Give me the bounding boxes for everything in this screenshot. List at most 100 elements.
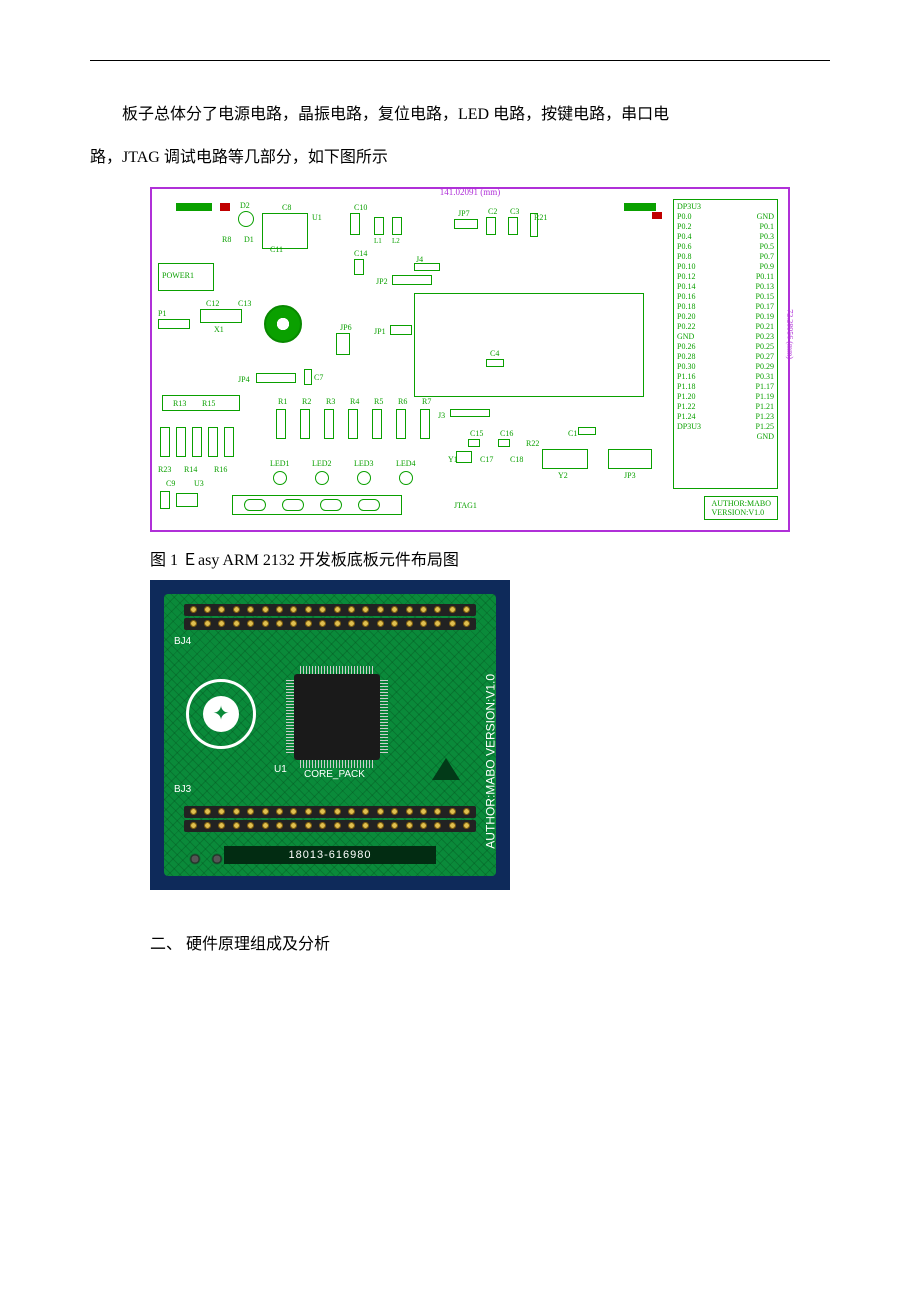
pin-dot (449, 822, 456, 829)
pin-dot (420, 620, 427, 627)
pin-left-16: P1.16 (677, 372, 695, 382)
pin-right-20: P1.23 (756, 412, 774, 422)
pin-dot (247, 606, 254, 613)
ref-U3: U3 (194, 479, 204, 488)
pin-left-0: P0.0 (677, 212, 691, 222)
ref-LED2: LED2 (312, 459, 332, 468)
ref-X1: X1 (214, 325, 224, 334)
pin-right-1: P0.1 (760, 222, 774, 232)
pin-dot (334, 808, 341, 815)
pin-dot (463, 606, 470, 613)
dimension-right: 72.28956 (mm) (786, 309, 795, 359)
ref-R4: R4 (350, 397, 359, 406)
comp-R4 (348, 409, 358, 439)
pin-dot (262, 606, 269, 613)
pin-right-3: P0.5 (760, 242, 774, 252)
pin-dot (247, 822, 254, 829)
comp-C3 (508, 217, 518, 235)
comp-R13R15 (162, 395, 240, 411)
pin-left-21: DP3U3 (677, 422, 701, 432)
pin-dot (305, 822, 312, 829)
ref-JP2: JP2 (376, 277, 388, 286)
ref-JP3: JP3 (624, 471, 636, 480)
ref-LED3: LED3 (354, 459, 374, 468)
ref-LED4: LED4 (396, 459, 416, 468)
pin-dot (406, 822, 413, 829)
pin-dot (218, 620, 225, 627)
comp-JP4 (256, 373, 296, 383)
ref-C10: C10 (354, 203, 367, 212)
pin-dot (362, 606, 369, 613)
chip-leads-left (286, 680, 294, 754)
comp-C2 (486, 217, 496, 235)
pin-left-15: P0.30 (677, 362, 695, 372)
pin-dot (463, 822, 470, 829)
pin-right-7: P0.13 (756, 282, 774, 292)
pcb-photo: BJ4 CORE_PACK U1 AUTHOR:MABO VERSION:V1.… (150, 580, 510, 890)
ref-JP7: JP7 (458, 209, 470, 218)
comp-LED2 (315, 471, 329, 485)
ref-C9: C9 (166, 479, 175, 488)
pin-left-8: P0.16 (677, 292, 695, 302)
pin-dot (247, 620, 254, 627)
pcb-logo-icon (186, 679, 256, 749)
pin-left-19: P1.22 (677, 402, 695, 412)
pin-dot (391, 808, 398, 815)
jtag-pad-2 (282, 499, 304, 511)
pin-dot (348, 606, 355, 613)
author-line1: AUTHOR:MABO (711, 499, 771, 508)
pin-left-13: P0.26 (677, 342, 695, 352)
ref-LED1: LED1 (270, 459, 290, 468)
logo-icon (264, 305, 302, 343)
pin-left-5: P0.10 (677, 262, 695, 272)
pin-dot (334, 606, 341, 613)
pcb-layout-diagram: 141.02091 (mm) 72.28956 (mm) D2 C8 U1 C1… (150, 187, 790, 532)
pin-dot (290, 620, 297, 627)
pin-left-4: P0.8 (677, 252, 691, 262)
pin-dot (290, 808, 297, 815)
pin-dot (434, 822, 441, 829)
comp-L1 (374, 217, 384, 235)
pin-dot (190, 606, 197, 613)
comp-JP6 (336, 333, 350, 355)
pin-dot (463, 808, 470, 815)
pin-right-12: P0.23 (756, 332, 774, 342)
comp-C9 (160, 491, 170, 509)
pin-dot (434, 620, 441, 627)
pin-dot (276, 606, 283, 613)
pin-dot (334, 822, 341, 829)
comp-C16 (498, 439, 510, 447)
pin-dot (204, 822, 211, 829)
ref-R16: R16 (214, 465, 227, 474)
comp-R6 (396, 409, 406, 439)
ref-C1: C1 (568, 429, 577, 438)
pin-right-15: P0.29 (756, 362, 774, 372)
ref-L1: L1 (374, 237, 382, 245)
pin-left-12: GND (677, 332, 694, 342)
bottom-r-3 (208, 427, 218, 457)
pin-dot (247, 808, 254, 815)
pin-dot (262, 620, 269, 627)
ref-C2: C2 (488, 207, 497, 216)
bottom-r-2 (192, 427, 202, 457)
top-rule (90, 60, 830, 61)
jtag-pad-1 (244, 499, 266, 511)
pin-left-9: P0.18 (677, 302, 695, 312)
pin-dot (233, 620, 240, 627)
pin-right-22: GND (757, 432, 774, 442)
comp-R1 (276, 409, 286, 439)
pin-left-10: P0.20 (677, 312, 695, 322)
comp-C10 (350, 213, 360, 235)
bottom-r-0 (160, 427, 170, 457)
figure-1-caption: 图 1 Ｅasy ARM 2132 开发板底板元件布局图 (150, 546, 830, 570)
pin-dot (377, 620, 384, 627)
pin-right-21: P1.25 (756, 422, 774, 432)
red-bar-2 (652, 212, 662, 219)
pin-left-3: P0.6 (677, 242, 691, 252)
pin-dot (362, 808, 369, 815)
pin-left-6: P0.12 (677, 272, 695, 282)
pin-dot (276, 808, 283, 815)
pin-dot (420, 606, 427, 613)
ref-C15: C15 (470, 429, 483, 438)
pin-dot (334, 620, 341, 627)
